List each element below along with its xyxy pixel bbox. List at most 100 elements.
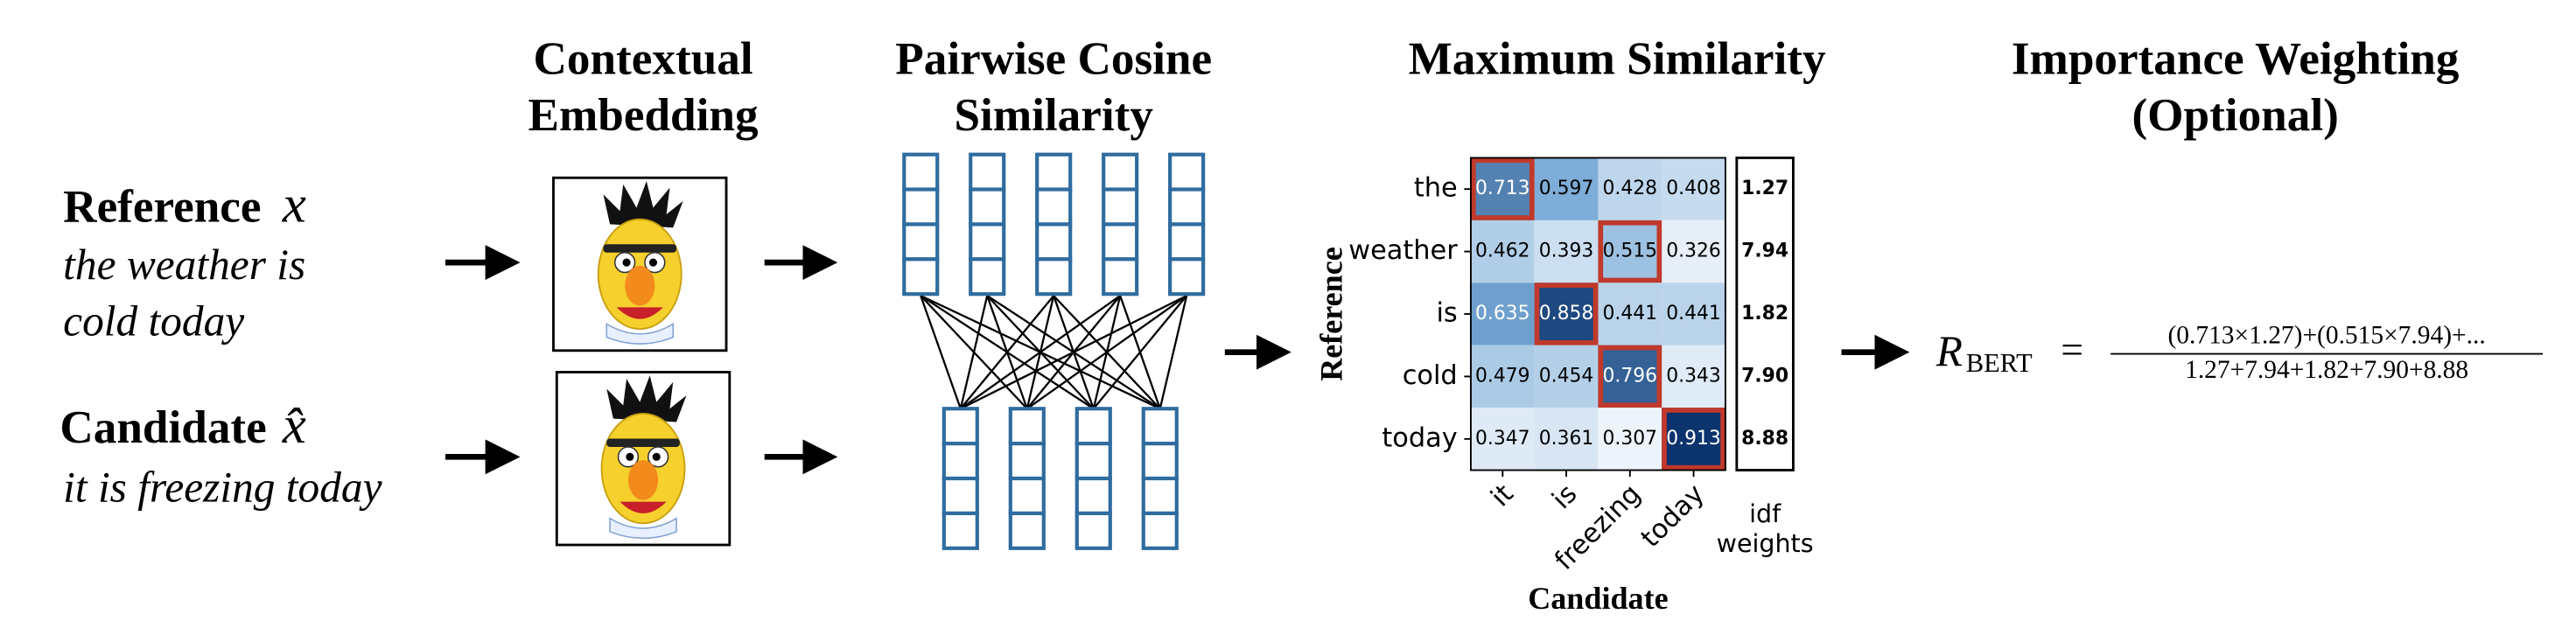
cell-value: 0.858 — [1539, 303, 1594, 324]
idf-label: weights — [1717, 529, 1814, 558]
candidate-label: Candidate — [60, 401, 266, 453]
idf-label: idf — [1749, 499, 1782, 528]
cell-value: 0.635 — [1475, 303, 1530, 324]
cell-value: 0.713 — [1475, 178, 1530, 199]
cell-value: 0.796 — [1603, 365, 1658, 387]
vector-cell — [1141, 511, 1179, 550]
candidate-symbol: x̂ — [282, 396, 306, 455]
heading: Pairwise Cosine — [895, 32, 1212, 84]
vector-cell — [902, 187, 940, 227]
heatmap-frame — [1469, 157, 1726, 471]
cell-value: 0.343 — [1666, 365, 1721, 387]
vector-cell — [1168, 222, 1206, 262]
cell-value: 0.347 — [1475, 428, 1530, 450]
vector-cell — [969, 222, 1006, 262]
heading: (Optional) — [2132, 89, 2338, 141]
vector-cell — [969, 257, 1006, 297]
vector-cell — [1074, 407, 1112, 446]
row-label: the — [1414, 173, 1458, 204]
col-label: it — [1485, 478, 1519, 513]
vector-cell — [1168, 152, 1206, 192]
cell-value: 0.408 — [1666, 178, 1721, 199]
row-label: weather — [1348, 235, 1458, 266]
heatmap-cell — [1662, 408, 1726, 471]
vector-cell — [902, 222, 940, 262]
cell-value: 0.462 — [1475, 241, 1530, 262]
heatmap-cell — [1470, 220, 1535, 283]
arrows — [445, 245, 1910, 475]
vector-cell — [1168, 187, 1206, 227]
max-highlight — [1470, 157, 1535, 220]
reference-text: the weather is — [63, 241, 305, 289]
idf-weight: 1.82 — [1741, 303, 1788, 324]
vector-cell — [942, 476, 979, 516]
col-label: is — [1546, 478, 1583, 515]
vector-cell — [969, 187, 1006, 227]
heatmap-cell — [1534, 283, 1599, 345]
idf-frame — [1735, 157, 1795, 471]
vector-cell — [1008, 442, 1046, 481]
row-label: cold — [1403, 360, 1458, 391]
vector-cell — [969, 152, 1006, 192]
vector-cell — [1102, 222, 1139, 262]
vector-cell — [1074, 442, 1112, 481]
idf-weight: 8.88 — [1741, 428, 1788, 450]
x-axis-label: Candidate — [1528, 581, 1668, 616]
vector-cell — [1074, 511, 1112, 550]
formula-denominator: 1.27+7.94+1.82+7.90+8.88 — [2185, 356, 2468, 384]
cell-value: 0.479 — [1475, 365, 1530, 387]
heatmap-cell — [1662, 157, 1726, 220]
heatmap-cell — [1470, 408, 1535, 471]
max-highlight — [1662, 408, 1726, 471]
connection — [960, 295, 1121, 410]
max-highlight — [1598, 220, 1662, 283]
col-label: today — [1635, 478, 1711, 554]
heatmap-cell — [1534, 345, 1599, 408]
vector-cell — [1035, 257, 1073, 297]
vector-cell — [942, 442, 979, 481]
heatmap-cell — [1534, 157, 1599, 220]
vector-cell — [1035, 152, 1073, 192]
heading: Similarity — [954, 89, 1153, 141]
vector-cell — [1074, 476, 1112, 516]
vector-cell — [1141, 407, 1179, 446]
cell-value: 0.361 — [1539, 428, 1594, 450]
vector-cell — [942, 407, 979, 446]
heatmap-cell — [1598, 283, 1662, 345]
heatmap-cell — [1662, 345, 1726, 408]
vector-cell — [1102, 152, 1139, 192]
cell-value: 0.913 — [1666, 428, 1721, 450]
formula-subscript: BERT — [1966, 348, 2033, 378]
heatmap-cell — [1662, 220, 1726, 283]
vector-cell — [1141, 442, 1179, 481]
formula-symbol: R — [1936, 327, 1963, 375]
reference-text: cold today — [63, 297, 244, 345]
vector-cell — [1035, 222, 1073, 262]
connection — [960, 295, 1187, 410]
heading: Embedding — [528, 89, 759, 141]
heatmap-cell — [1598, 408, 1662, 471]
heatmap-cell — [1534, 220, 1599, 283]
vector-cell — [1102, 257, 1139, 297]
y-axis-label: Reference — [1313, 247, 1348, 381]
connection — [1158, 295, 1188, 409]
vector-cell — [1035, 187, 1073, 227]
max-highlight — [1534, 283, 1599, 345]
vector-cell — [1008, 511, 1046, 550]
cell-value: 0.454 — [1539, 365, 1594, 387]
idf-weight: 7.94 — [1741, 241, 1788, 262]
row-label: today — [1382, 422, 1457, 453]
bert-candidate — [555, 371, 732, 547]
vector-cell — [1141, 476, 1179, 516]
similarity-network — [902, 152, 1206, 550]
candidate-text: it is freezing today — [63, 464, 382, 512]
cell-value: 0.393 — [1539, 241, 1594, 262]
cell-value: 0.428 — [1603, 178, 1658, 199]
heatmap-cell — [1598, 345, 1662, 408]
reference-label: Reference — [63, 180, 261, 232]
heatmap: 0.713 0.597 0.428 0.408 the 1.27 0.462 0.393 0.5… — [1313, 157, 1814, 616]
heatmap-cell — [1662, 283, 1726, 345]
heatmap-cell — [1470, 283, 1535, 345]
